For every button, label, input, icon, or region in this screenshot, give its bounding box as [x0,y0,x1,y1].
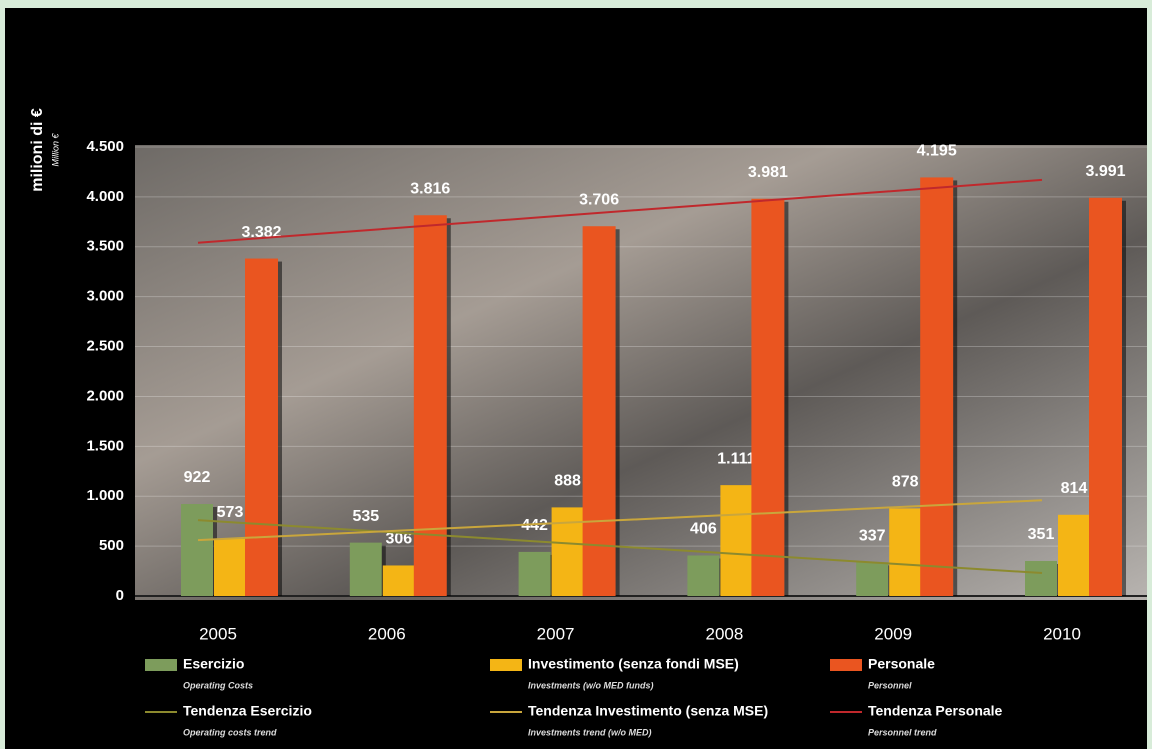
bar [551,507,584,596]
x-tick-label: 2005 [199,624,237,643]
bar [889,508,922,596]
y-tick-label: 0 [116,587,124,604]
value-label: 573 [217,504,244,521]
legend-swatch [145,659,177,671]
bar [413,215,447,597]
value-label: 3.706 [579,191,619,208]
bar [214,538,246,596]
value-label: 1.111 [717,450,755,467]
bar [382,565,415,596]
y-tick-label: 1.000 [86,487,124,504]
bar [245,258,278,596]
bar [1058,514,1090,596]
x-tick-label: 2007 [537,624,575,643]
bar [720,485,753,596]
y-tick-label: 2.000 [86,387,124,404]
legend-sublabel: Personnel trend [868,727,937,737]
y-tick-label: 500 [99,537,124,554]
value-label: 4.195 [917,143,957,160]
trend-line [197,178,1043,244]
legend-label: Investimento (senza fondi MSE) [528,656,739,672]
bar [582,226,616,596]
x-tick-label: 2010 [1043,624,1081,643]
bar [518,551,551,596]
y-tick-label: 2.500 [86,338,124,355]
value-label: 351 [1028,526,1055,543]
value-label: 535 [352,508,379,525]
bar [920,177,954,596]
y-tick-label: 3.000 [86,288,124,305]
bar-shadow [446,218,451,597]
bar-shadow [1122,200,1126,596]
value-label: 922 [184,469,211,486]
y-axis-subtitle: Million € [50,133,60,167]
bar [856,562,889,596]
value-label: 3.981 [748,164,788,181]
legend-swatch [490,659,522,671]
legend-label: Tendenza Esercizio [183,703,312,719]
bar [181,504,213,596]
legend-label: Tendenza Personale [868,703,1003,719]
legend-sublabel: Operating costs trend [183,727,277,737]
legend-label: Esercizio [183,656,244,672]
x-tick-label: 2009 [874,624,912,643]
legend-swatch [830,659,862,671]
bar-shadow [615,229,620,596]
value-label: 337 [859,528,886,545]
value-label: 442 [521,517,548,534]
bar-shadow [278,261,282,596]
value-label: 878 [892,474,919,491]
plot-background [135,145,1147,600]
bar [751,198,785,596]
x-tick-label: 2008 [705,624,743,643]
bar-shadow [953,180,958,596]
x-tick-label: 2006 [368,624,406,643]
value-label: 3.816 [410,180,450,197]
legend-sublabel: Operating Costs [183,680,253,690]
y-tick-label: 3.500 [86,238,124,255]
value-label: 888 [554,473,581,490]
y-axis-title: milioni di € [29,108,46,192]
bar [1025,560,1057,596]
legend-sublabel: Investments (w/o MED funds) [528,680,654,690]
value-label: 306 [385,531,412,548]
legend-sublabel: Personnel [868,680,912,690]
bar [349,542,382,596]
value-label: 814 [1061,480,1088,497]
bar-shadow [784,201,789,596]
bar [687,555,720,596]
trend-line [197,519,1043,575]
legend-label: Tendenza Investimento (senza MSE) [528,703,768,719]
y-tick-label: 4.500 [86,138,124,155]
legend-label: Personale [868,656,935,672]
value-label: 3.991 [1085,163,1125,180]
value-label: 406 [690,521,717,538]
legend-sublabel: Investments trend (w/o MED) [528,727,652,737]
trend-line [197,499,1043,542]
y-tick-label: 1.500 [86,437,124,454]
bar [1089,197,1122,596]
y-tick-label: 4.000 [86,188,124,205]
